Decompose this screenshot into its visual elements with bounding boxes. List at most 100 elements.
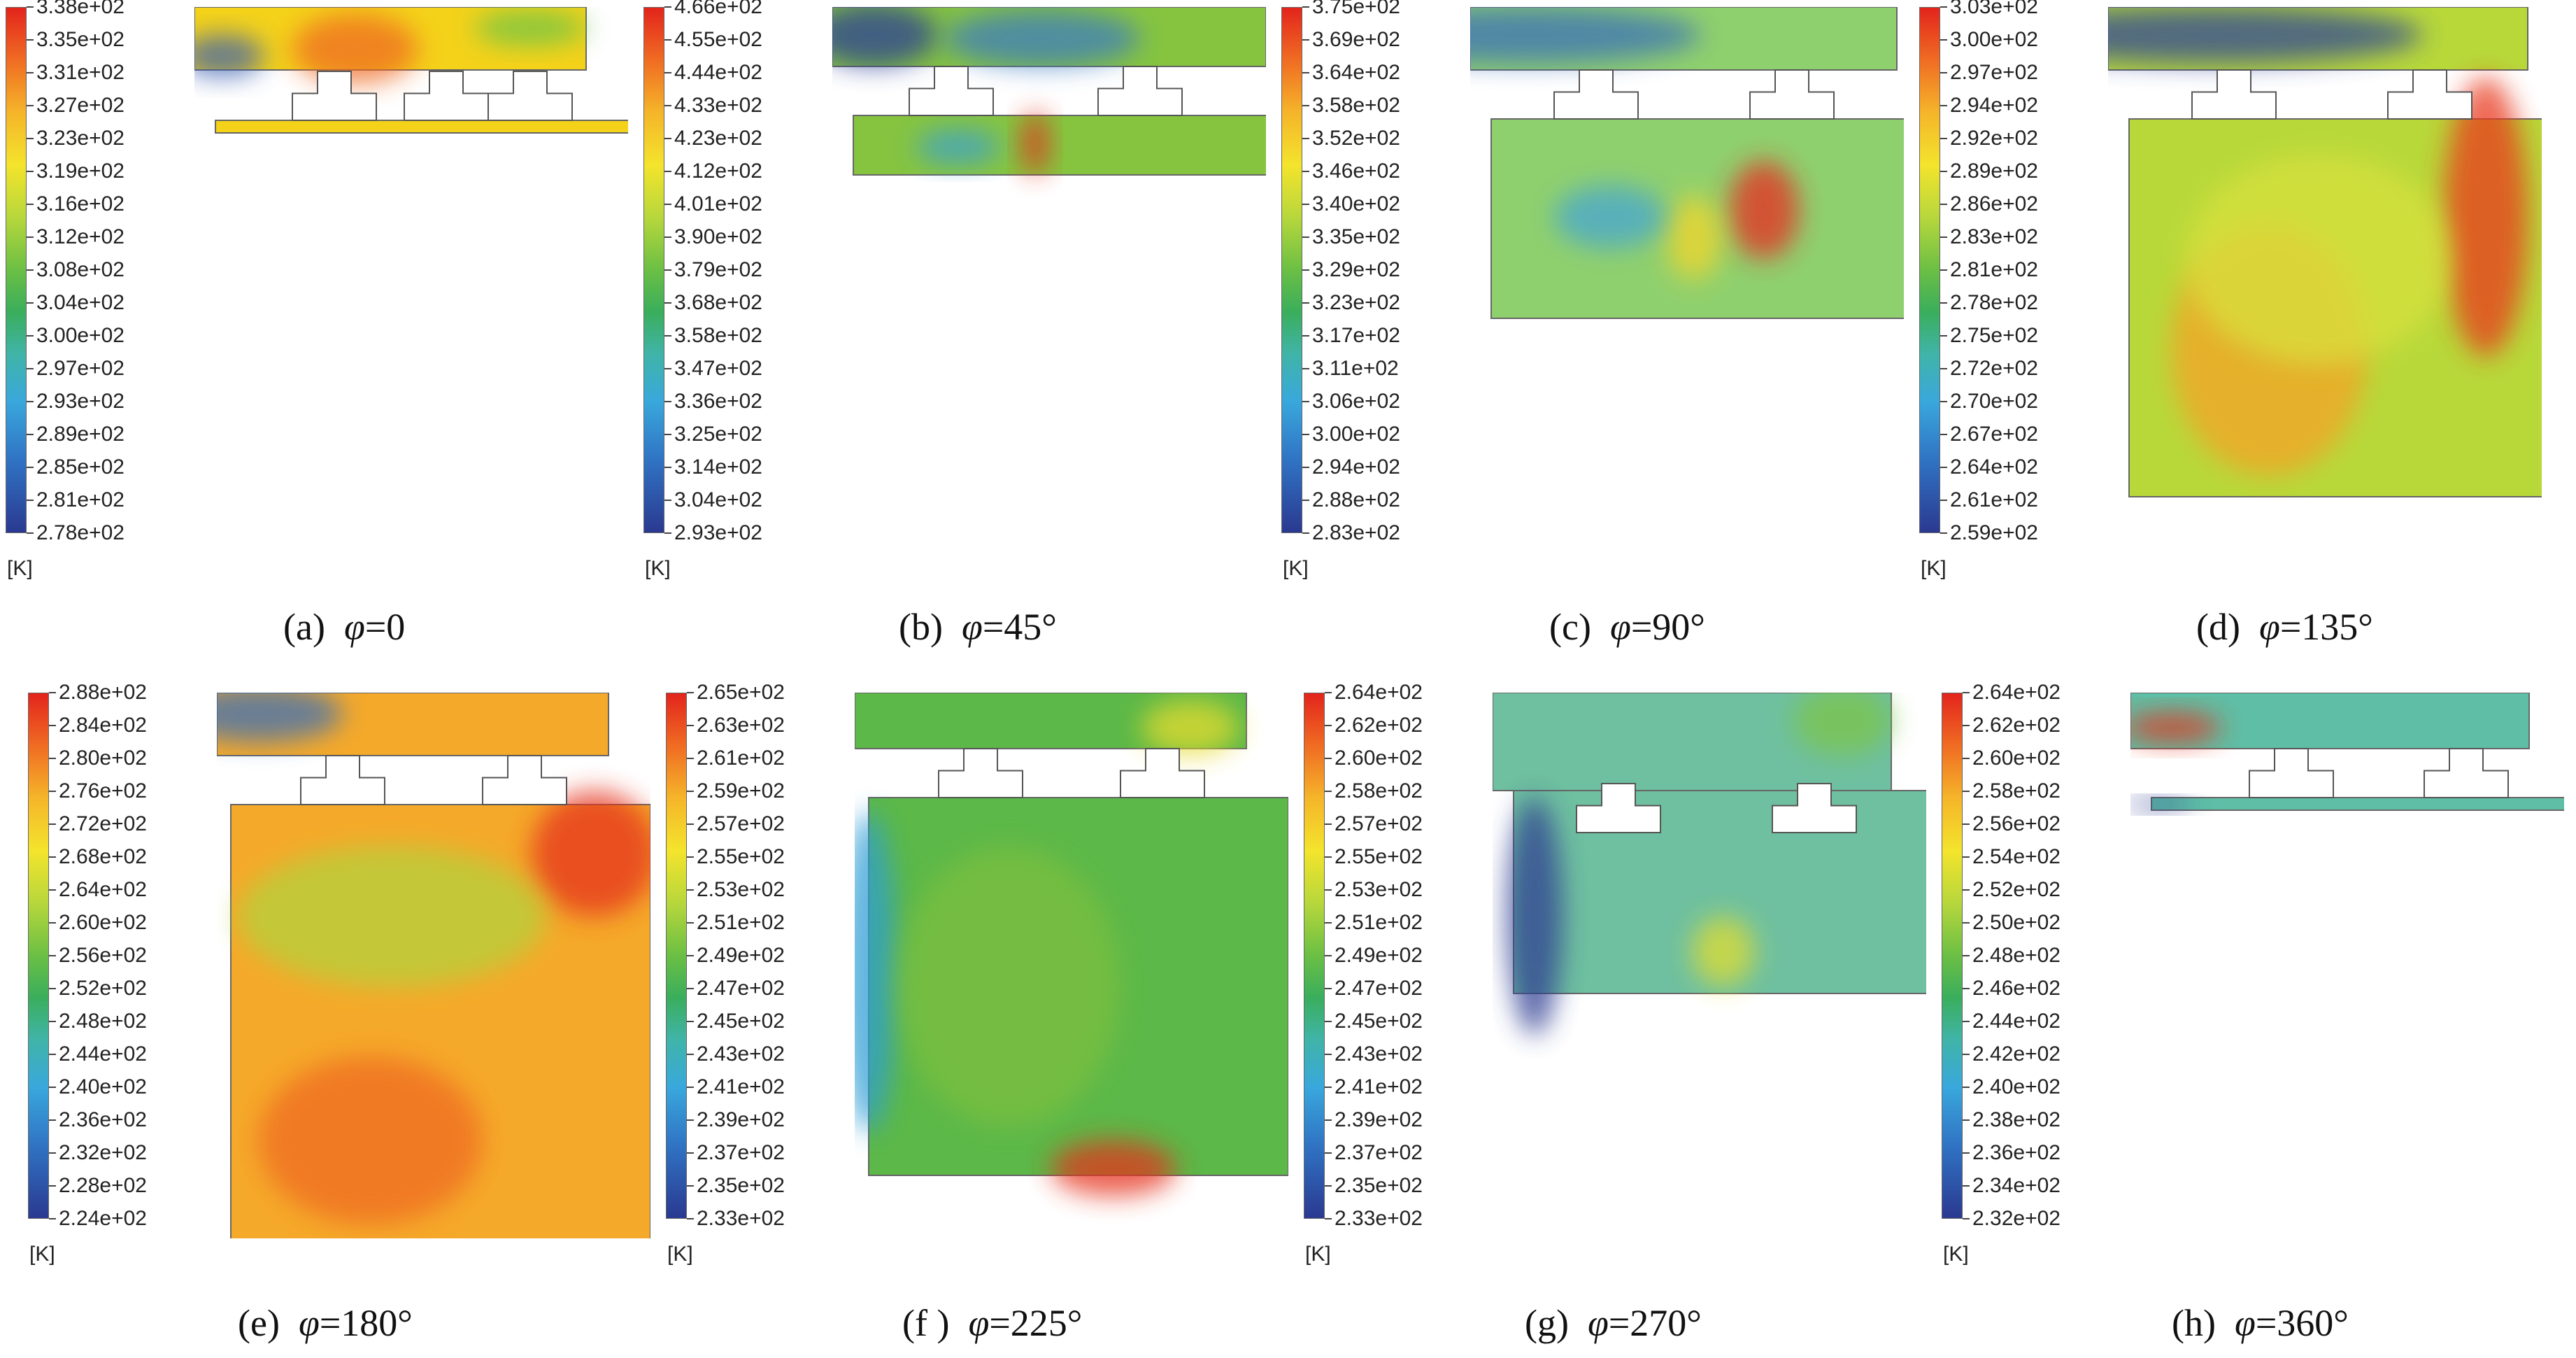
colorbar-tick-labels: 2.88e+02 2.84e+02 2.80e+02 2.76e+02 2.72e+02… — [49, 682, 192, 1229]
colorbar-tick-label: 2.44e+02 — [59, 1042, 147, 1066]
colorbar-tick-label: 4.12e+02 — [674, 160, 762, 183]
colorbar-tick — [1302, 236, 1309, 238]
colorbar-tick-label: 2.60e+02 — [1335, 747, 1423, 770]
colorbar-tick-label: 3.08e+02 — [36, 258, 124, 281]
colorbar-tick — [1940, 434, 1947, 435]
colorbar-tick — [1940, 269, 1947, 271]
colorbar-tick-label: 2.53e+02 — [697, 878, 785, 901]
vane-slot — [482, 755, 567, 805]
colorbar-tick-label: 2.49e+02 — [697, 944, 785, 967]
colorbar-tick-label: 2.58e+02 — [1335, 779, 1423, 802]
colorbar-tick — [687, 856, 694, 858]
colorbar-tick-label: 2.33e+02 — [1335, 1207, 1423, 1230]
colorbar-tick — [1963, 889, 1970, 891]
colorbar-tick — [49, 758, 56, 759]
colorbar-tick — [1940, 532, 1947, 534]
colorbar-tick-label: 4.66e+02 — [674, 0, 762, 18]
colorbar-tick — [27, 171, 34, 172]
vane-slot — [2424, 748, 2509, 798]
colorbar-unit: [K] — [645, 557, 671, 580]
colorbar-tick-label: 2.97e+02 — [1950, 61, 2038, 84]
colorbar-tick — [687, 758, 694, 759]
temperature-contour-field — [832, 7, 1266, 176]
colorbar-tick-label: 2.93e+02 — [674, 521, 762, 544]
colorbar-tick-label: 3.14e+02 — [674, 455, 762, 479]
colorbar-tick-label: 3.68e+02 — [674, 291, 762, 314]
temperature-contour-field — [2108, 7, 2542, 497]
colorbar-tick — [49, 1185, 56, 1187]
colorbar-tick — [687, 1021, 694, 1022]
panel-caption-letter: (a) — [283, 606, 325, 648]
panel-caption-angle: =360° — [2255, 1302, 2349, 1344]
lower-chamber — [853, 115, 1266, 176]
colorbar-unit: [K] — [667, 1243, 693, 1266]
colorbar-tick-labels: 2.64e+02 2.62e+02 2.60e+02 2.58e+02 2.57e+02… — [1325, 682, 1467, 1229]
colorbar-tick — [27, 6, 34, 8]
colorbar-tick — [687, 1119, 694, 1121]
phi-symbol: φ — [2258, 606, 2280, 648]
colorbar-tick — [1325, 692, 1332, 693]
panel-caption-letter: (d) — [2196, 606, 2240, 648]
colorbar-tick — [1940, 401, 1947, 402]
colorbar-tick — [1325, 1152, 1332, 1154]
vane-slot — [300, 755, 385, 805]
panel-caption: (f ) φ=225° — [902, 1301, 1082, 1345]
temperature-blob — [2108, 7, 2423, 63]
colorbar-tick — [1302, 368, 1309, 369]
phi-symbol: φ — [961, 606, 983, 648]
colorbar-tick — [1940, 105, 1947, 106]
panel-caption: (a) φ=0 — [283, 605, 405, 649]
colorbar-tick-label: 3.04e+02 — [674, 488, 762, 511]
colorbar-tick — [1940, 236, 1947, 238]
colorbar-tick-label: 2.88e+02 — [1312, 488, 1400, 511]
vane-slot — [1749, 69, 1835, 120]
colorbar-tick — [1940, 39, 1947, 41]
colorbar-tick — [1325, 889, 1332, 891]
temperature-blob — [1470, 7, 1701, 63]
colorbar-tick-label: 2.47e+02 — [1335, 977, 1423, 1000]
temperature-blob — [916, 129, 1000, 164]
colorbar-tick-label: 2.88e+02 — [59, 681, 147, 704]
colorbar-tick-label: 3.69e+02 — [1312, 28, 1400, 51]
temperature-blob — [2185, 154, 2451, 364]
colorbar-tick — [1325, 1087, 1332, 1088]
colorbar-tick — [1325, 1185, 1332, 1187]
temperature-blob — [1051, 1140, 1176, 1196]
colorbar-tick-label: 3.03e+02 — [1950, 0, 2038, 18]
colorbar-tick-label: 2.34e+02 — [1972, 1174, 2061, 1197]
colorbar-tick-label: 2.45e+02 — [1335, 1010, 1423, 1033]
colorbar-tick-label: 2.39e+02 — [1335, 1108, 1423, 1131]
colorbar-tick — [687, 889, 694, 891]
vane-slot — [488, 71, 573, 121]
temperature-blob — [1554, 185, 1666, 248]
colorbar-tick — [1963, 725, 1970, 726]
colorbar-tick — [1302, 500, 1309, 501]
colorbar-tick-label: 2.75e+02 — [1950, 324, 2038, 347]
colorbar-tick — [49, 1021, 56, 1022]
colorbar-tick — [1940, 72, 1947, 73]
colorbar-tick-label: 2.48e+02 — [1972, 944, 2061, 967]
colorbar — [1304, 693, 1325, 1219]
colorbar-tick-label: 4.23e+02 — [674, 127, 762, 150]
colorbar-tick-label: 2.94e+02 — [1312, 455, 1400, 479]
temperature-blob — [238, 847, 546, 986]
colorbar-tick — [1325, 725, 1332, 726]
colorbar-tick-label: 4.44e+02 — [674, 61, 762, 84]
colorbar — [1919, 7, 1940, 533]
colorbar-tick — [27, 39, 34, 41]
phi-symbol: φ — [1587, 1302, 1609, 1344]
temperature-contour-field — [2130, 693, 2564, 811]
colorbar-tick-label: 3.00e+02 — [1950, 28, 2038, 51]
colorbar-tick — [1302, 532, 1309, 534]
colorbar-tick — [664, 401, 671, 402]
colorbar-tick — [664, 467, 671, 468]
colorbar-tick-label: 3.47e+02 — [674, 357, 762, 380]
vane-slot — [909, 66, 994, 116]
colorbar-tick-labels: 2.65e+02 2.63e+02 2.61e+02 2.59e+02 2.57e+02… — [687, 682, 830, 1229]
colorbar-tick — [27, 204, 34, 205]
panel-caption: (e) φ=180° — [238, 1301, 413, 1345]
colorbar-tick — [27, 138, 34, 139]
colorbar-tick — [1325, 1021, 1332, 1022]
colorbar-tick-label: 3.11e+02 — [1312, 357, 1399, 380]
colorbar-tick-label: 2.57e+02 — [1335, 812, 1423, 835]
